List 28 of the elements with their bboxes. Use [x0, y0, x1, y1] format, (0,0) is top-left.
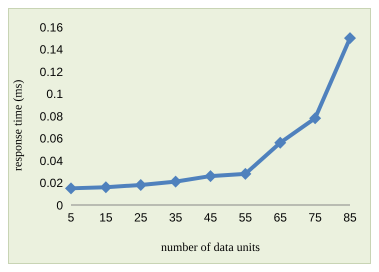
y-axis-title: response time (ms) — [10, 80, 24, 171]
x-axis-title: number of data units — [161, 240, 260, 254]
y-tick-label: 0 — [56, 198, 64, 212]
x-tick-label: 35 — [168, 210, 183, 225]
point — [134, 178, 147, 191]
x-tick-label: 45 — [204, 210, 218, 225]
point — [309, 112, 322, 124]
y-tick-label: 0.06 — [40, 132, 64, 146]
point — [65, 182, 77, 194]
point — [204, 170, 216, 182]
y-tick-label: 0.04 — [40, 154, 64, 168]
y-tick-label: 0.1 — [46, 87, 64, 102]
x-tick-label: 55 — [238, 210, 252, 225]
point — [344, 32, 356, 44]
x-tick-label: 75 — [308, 210, 322, 225]
y-tick-label: 0.08 — [40, 109, 64, 124]
y-tick-label: 0.16 — [40, 20, 64, 34]
point — [274, 136, 286, 149]
x-tick-label: 85 — [343, 210, 357, 225]
y-tick-label: 0.12 — [40, 64, 64, 79]
point — [239, 168, 252, 180]
point — [170, 176, 182, 188]
y-tick-label: 0.02 — [40, 176, 64, 190]
x-tick-label: 5 — [68, 210, 75, 225]
x-tick-label: 15 — [99, 210, 113, 225]
x-tick-label: 65 — [274, 210, 288, 225]
y-tick-label: 0.14 — [40, 42, 64, 57]
x-tick-label: 25 — [134, 210, 148, 225]
